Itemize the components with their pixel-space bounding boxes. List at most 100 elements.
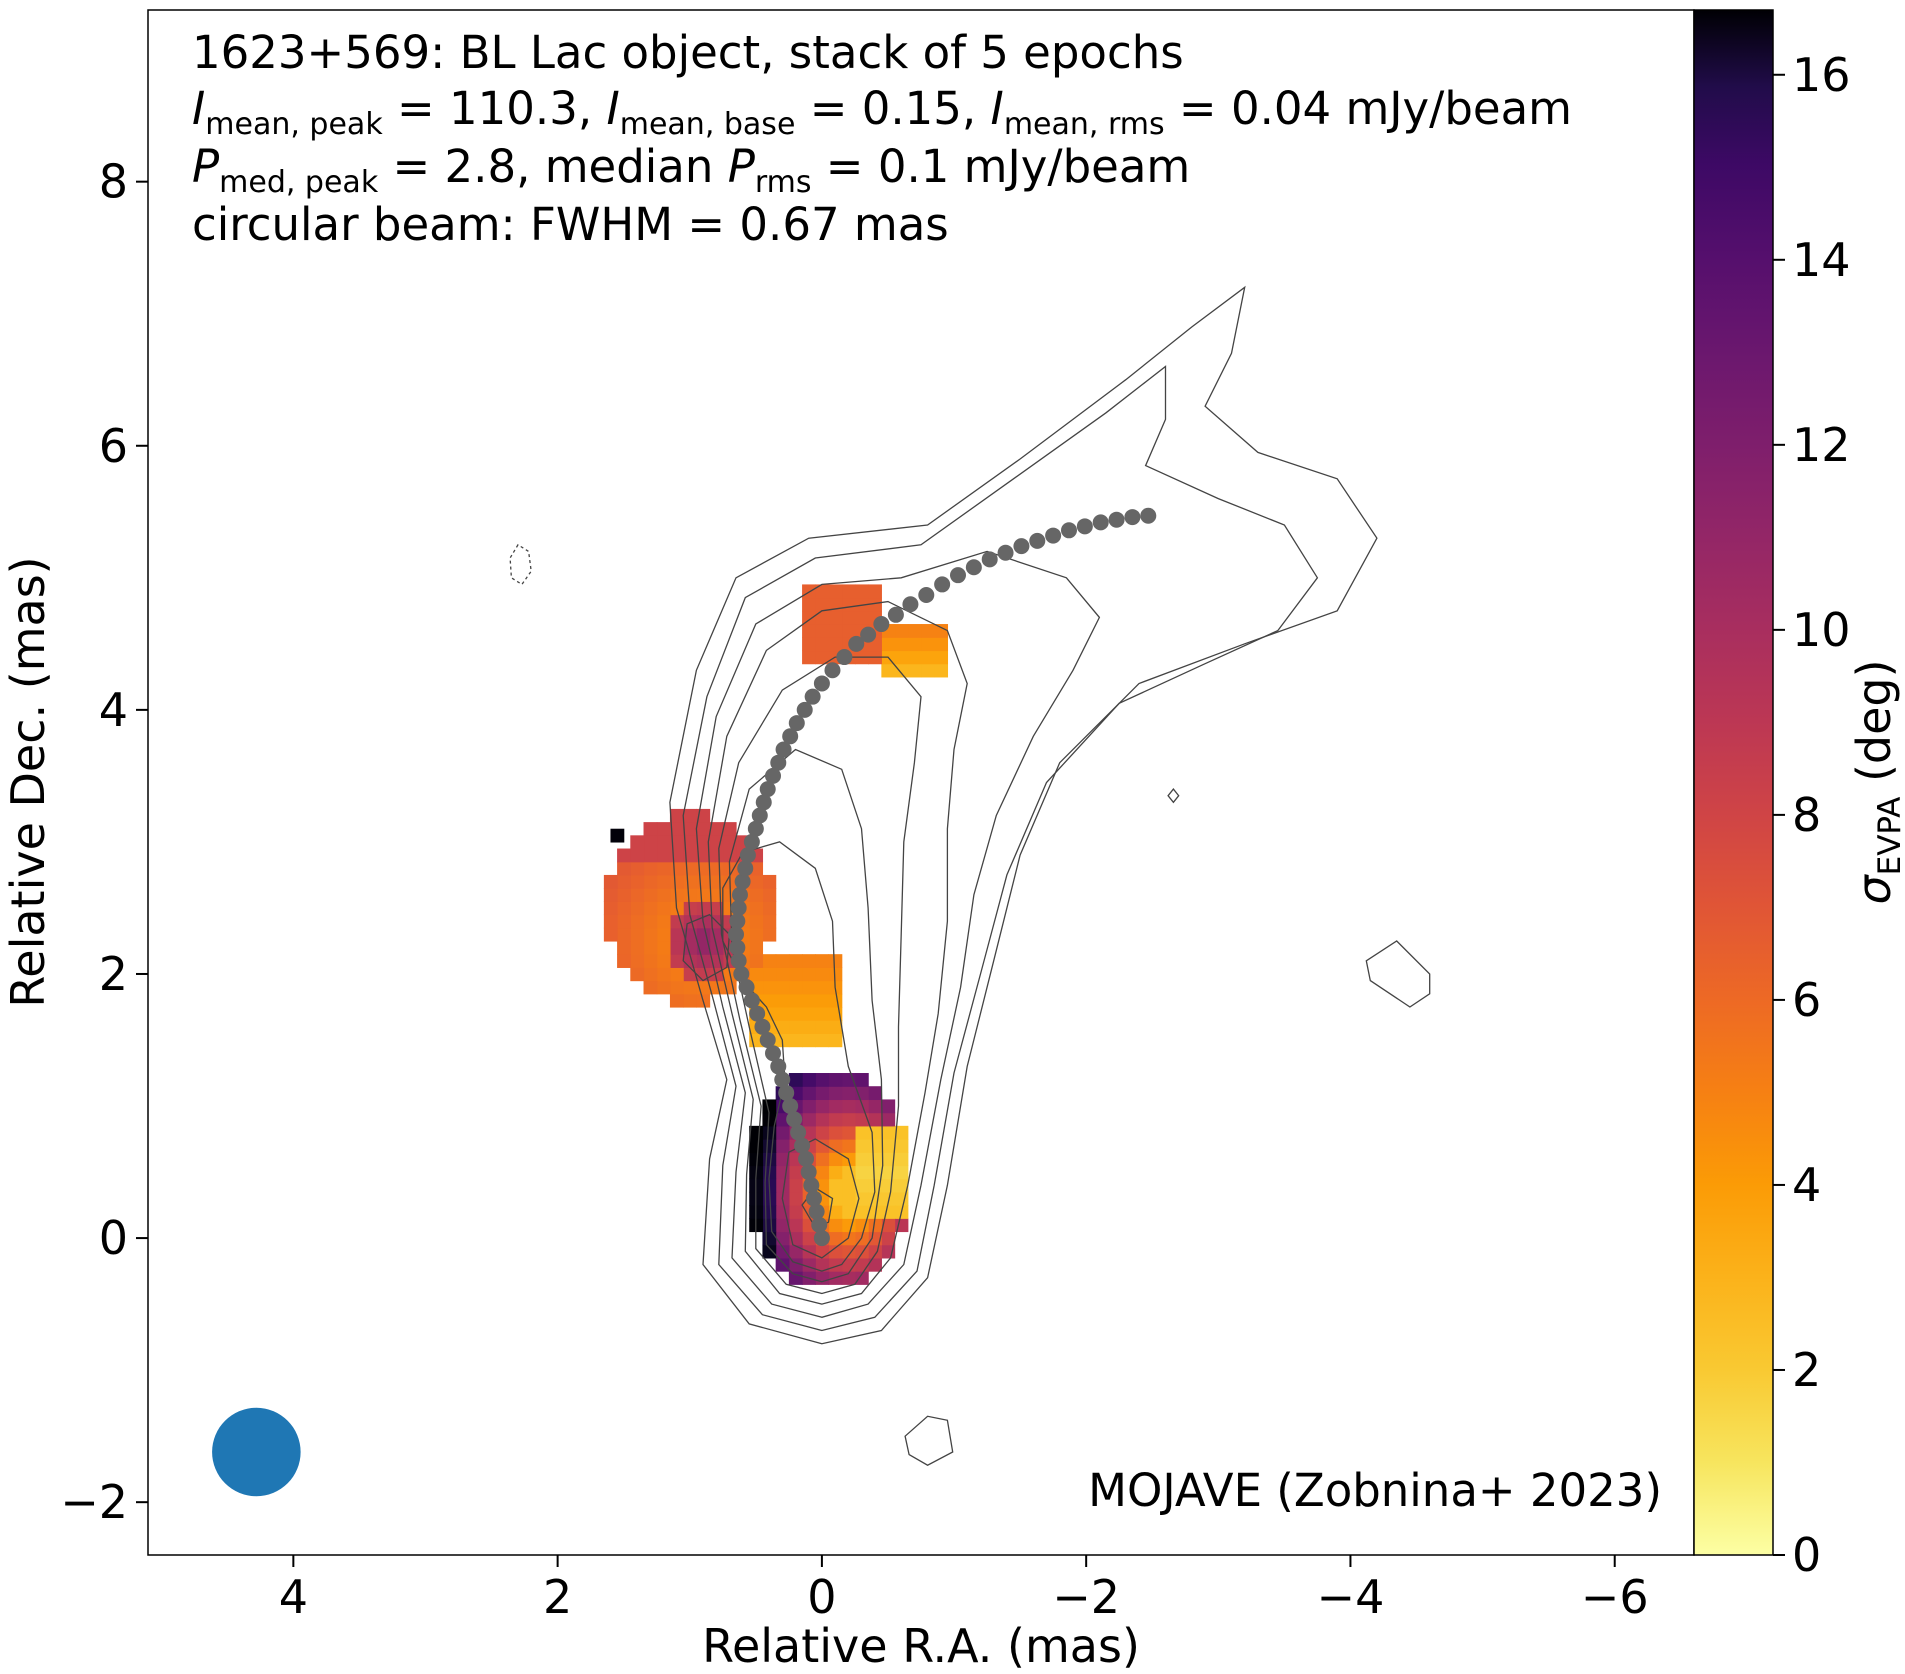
evpa-pixel [802,637,816,652]
evpa-pixel [828,1020,843,1034]
evpa-pixel [854,1073,869,1087]
intensity-contour [718,656,922,1295]
evpa-pixel [802,993,816,1008]
ridge-point [754,1018,771,1035]
evpa-pixel [749,901,764,916]
evpa-pixel [775,1139,790,1153]
evpa-pixel [656,967,671,982]
evpa-pixel [828,1033,843,1048]
evpa-pixel [854,1086,869,1101]
ridge-point [770,754,787,771]
evpa-pixel [762,1231,777,1246]
evpa-pixel [841,1205,856,1219]
evpa-pixel [815,1086,830,1101]
evpa-pixel [894,663,909,678]
evpa-pixel [788,1205,803,1219]
evpa-pixel [775,1178,790,1193]
evpa-pixel [868,1152,882,1167]
ridge-point [733,965,750,982]
ridge-point [749,1005,766,1022]
evpa-pixel [868,1165,882,1180]
ridge-point [734,873,751,890]
title-annotation: 1623+569: BL Lac object, stack of 5 epoc… [192,26,1572,251]
ridge-point [782,1098,799,1115]
plot-area [212,285,1431,1497]
evpa-pixel [881,1205,896,1219]
intensity-contour [722,841,876,1272]
evpa-pixel [617,861,631,876]
evpa-pixel [762,927,777,942]
ridge-point [813,675,830,692]
ridge-point [786,1111,803,1128]
evpa-pixel [815,637,830,652]
evpa-pixel [669,835,684,850]
y-tick-label: 0 [99,1211,128,1265]
ridge-point [730,899,747,916]
ridge-point [796,701,813,718]
evpa-pixel [643,927,658,942]
evpa-pixel [643,967,658,982]
jet-ridge-line [728,507,1157,1247]
evpa-pixel [815,1165,830,1180]
evpa-pixel [854,1152,869,1167]
evpa-pixel [802,967,816,982]
evpa-pixel [617,927,631,942]
evpa-pixel [934,650,949,665]
evpa-pixel [683,901,697,916]
y-tick-label: 4 [99,683,128,737]
ridge-point [860,626,877,643]
evpa-pixel [868,1244,882,1259]
evpa-pixel [921,663,935,678]
evpa-pixel [828,624,843,638]
evpa-pixel [815,980,830,995]
colorbar-tick-label: 2 [1792,1343,1821,1397]
evpa-pixel [828,1244,843,1259]
evpa-pixel [881,1112,896,1127]
ridge-point [759,1032,776,1048]
evpa-pixel [881,1139,896,1153]
intensity-contour [904,1415,954,1466]
evpa-pixel [881,663,896,678]
evpa-pixel [630,835,645,850]
evpa-pixel [828,1205,843,1219]
y-axis-title: Relative Dec. (mas) [1,556,55,1007]
evpa-pixel [775,1020,790,1034]
ridge-point [934,576,951,593]
evpa-pixel [894,637,909,652]
evpa-pixel [828,584,843,599]
evpa-pixel [709,874,724,889]
ridge-point [949,567,966,584]
evpa-pixel [868,1205,882,1219]
evpa-pixel [683,874,697,889]
ridge-point [902,596,919,613]
evpa-pixel [762,1218,777,1233]
ridge-point [1013,538,1030,555]
evpa-pixel [894,1125,909,1140]
evpa-pixel [934,663,949,678]
colorbar-tick-label: 6 [1792,973,1821,1027]
ridge-point [1124,509,1141,526]
evpa-pixel [828,1125,843,1140]
evpa-pixel [828,1165,843,1180]
evpa-pixel [749,1139,764,1153]
evpa-pixel [841,1099,856,1114]
evpa-pixel [669,848,684,863]
evpa-pixel [643,822,658,836]
evpa-pixel [815,597,830,612]
evpa-pixel [854,1218,869,1233]
evpa-pixel [630,967,645,982]
evpa-pixel [749,954,764,968]
evpa-pixel [762,901,777,916]
ridge-point [1045,527,1062,544]
colorbar-ticks: 0 2 4 6 8 10 12 14 16 [1773,48,1851,1582]
ridge-point [751,807,768,824]
evpa-pixel [802,584,816,599]
evpa-pixel [656,914,671,929]
evpa-pixel [749,888,764,902]
evpa-pixel [854,1165,869,1180]
ridge-point [729,913,746,930]
annotation-line-3: Pmed, peak = 2.8, median Prms = 0.1 mJy/… [192,140,1190,200]
evpa-pixel [907,650,922,665]
evpa-pixel [788,993,803,1008]
evpa-pixel [828,954,843,968]
